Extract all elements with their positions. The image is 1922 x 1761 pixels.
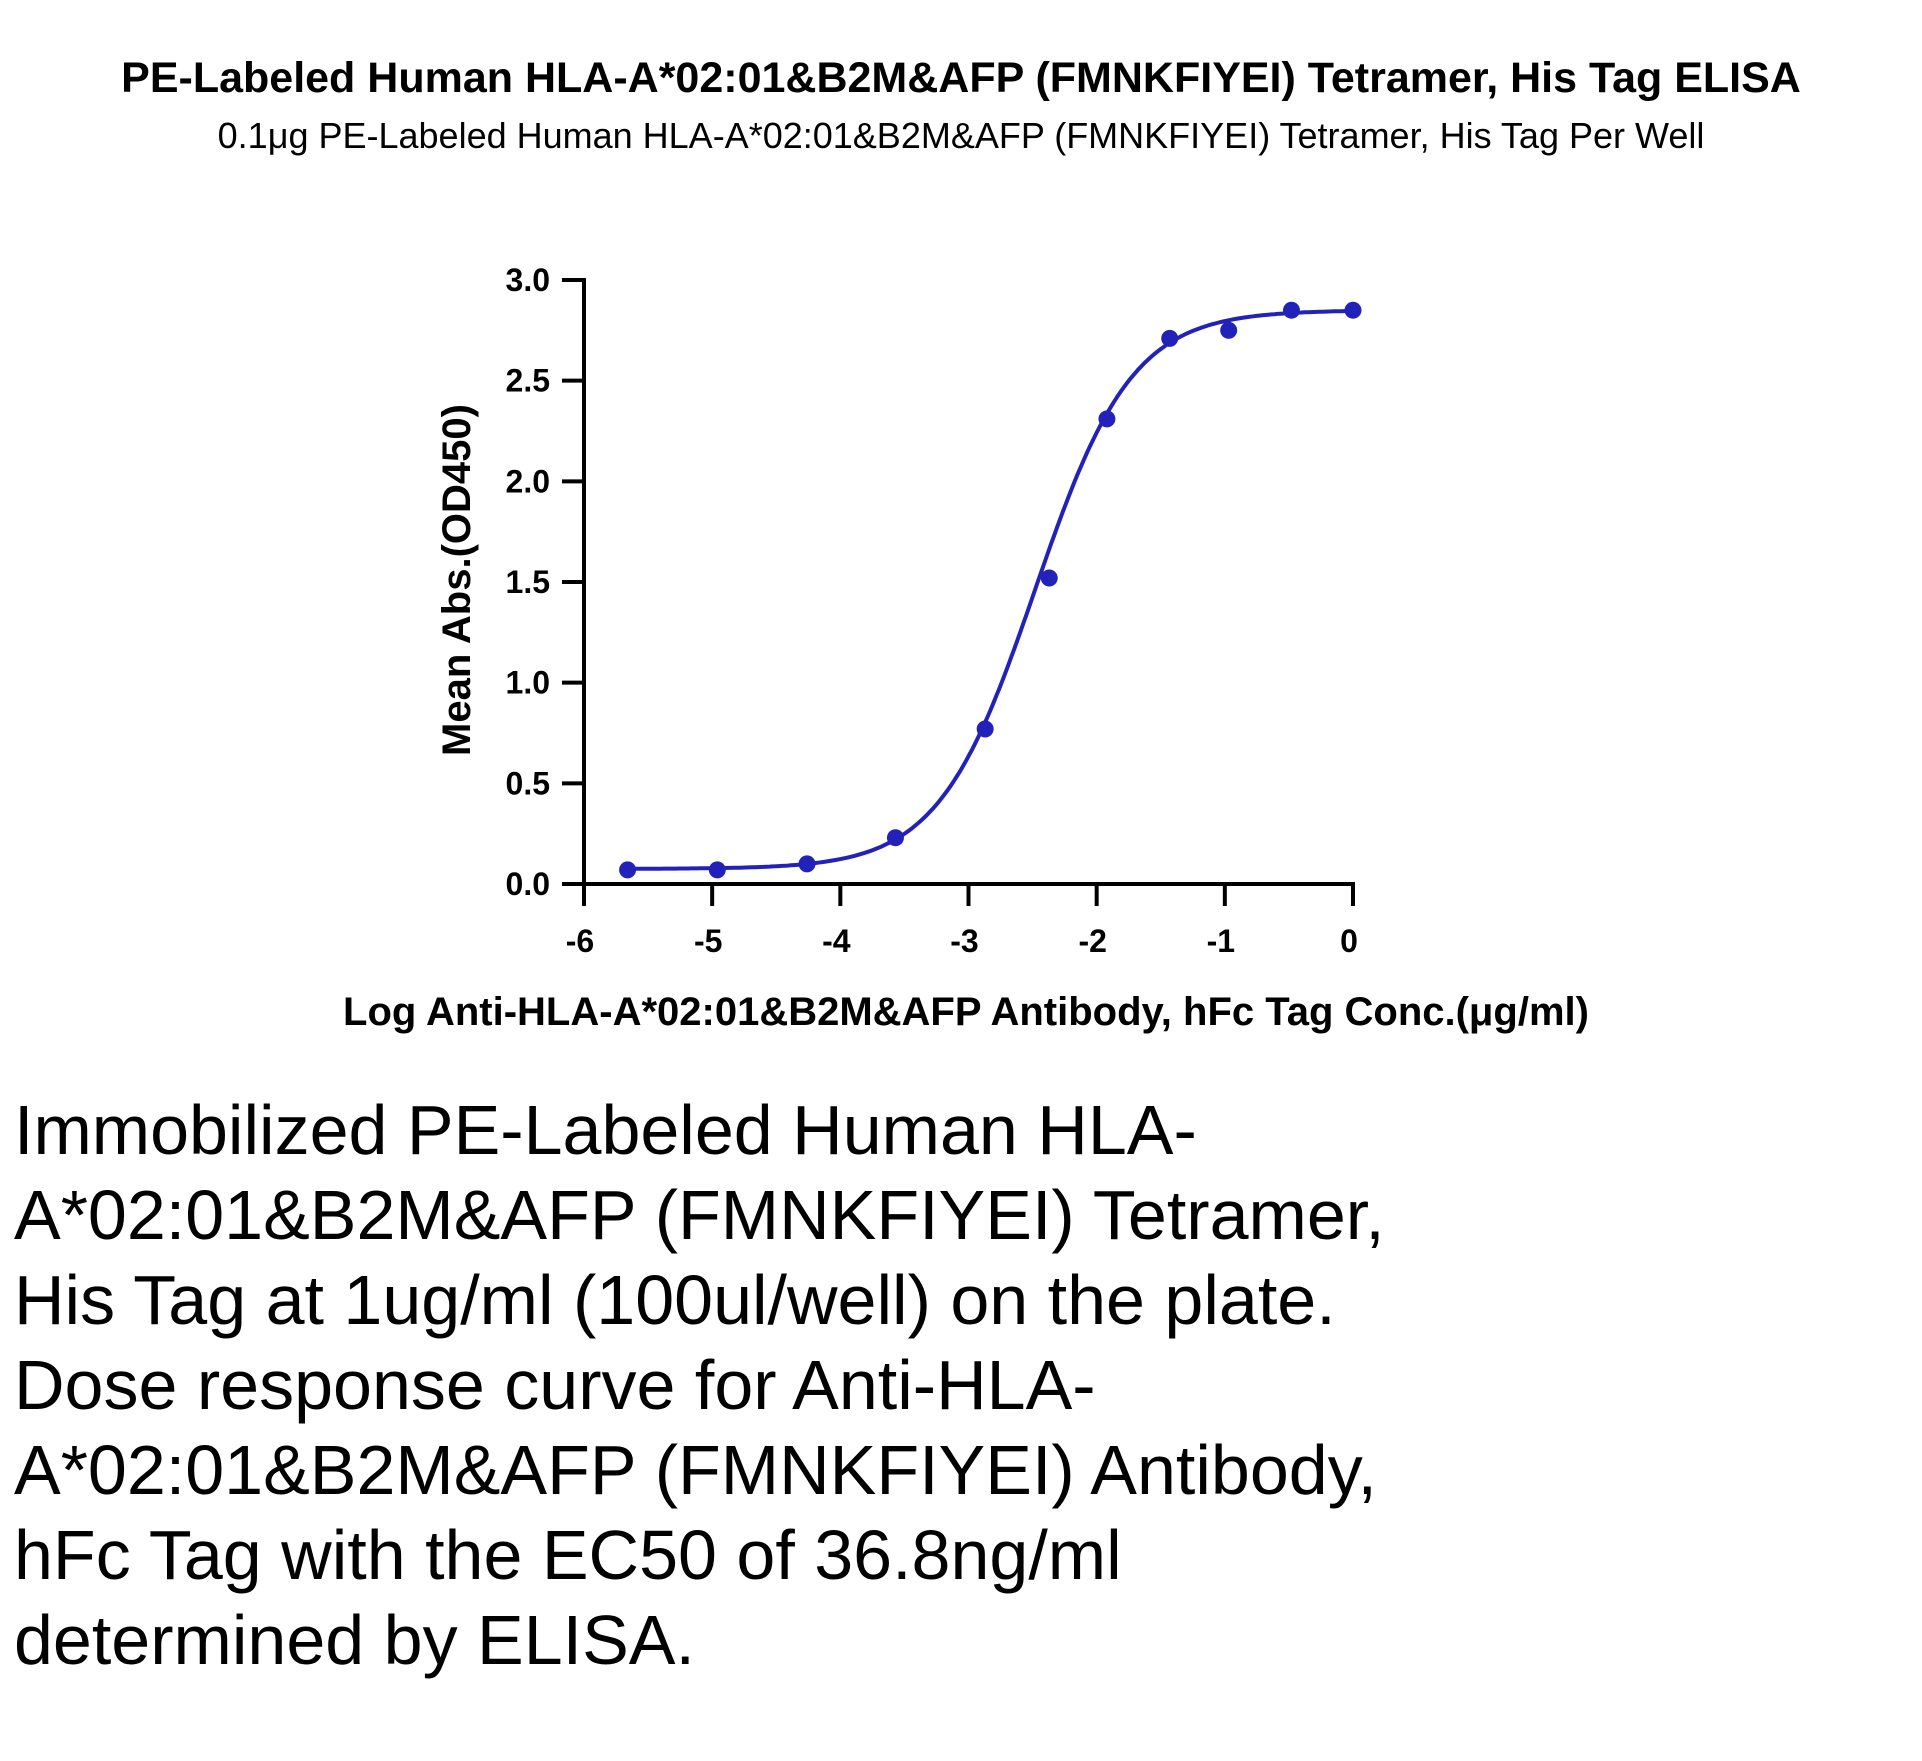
- y-tick-label: 2.5: [506, 363, 550, 399]
- fit-curve: [627, 309, 1353, 871]
- y-tick-label: 2.0: [506, 463, 550, 499]
- y-axis-label: Mean Abs.(OD450): [435, 404, 479, 756]
- x-tick-label: -2: [1078, 923, 1106, 959]
- y-tick-label: 0.0: [506, 866, 550, 902]
- x-tick-label: -3: [950, 923, 978, 959]
- data-point: [976, 720, 994, 738]
- x-tick-label: -5: [694, 923, 722, 959]
- data-point: [886, 829, 904, 847]
- y-tick-label: 3.0: [506, 262, 550, 298]
- chart-title: PE-Labeled Human HLA-A*02:01&B2M&AFP (FM…: [121, 54, 1801, 102]
- y-tick-label: 0.5: [506, 765, 550, 801]
- x-tick-label: 0: [1340, 923, 1358, 959]
- data-point: [798, 855, 816, 873]
- chart-subtitle: 0.1μg PE-Labeled Human HLA-A*02:01&B2M&A…: [217, 115, 1705, 156]
- x-tick-label: -1: [1207, 923, 1235, 959]
- data-point: [1220, 321, 1238, 339]
- data-point: [619, 861, 637, 879]
- x-tick-label: -6: [566, 923, 594, 959]
- data-point: [1161, 329, 1179, 347]
- figure-caption: Immobilized PE-Labeled Human HLA-A*02:01…: [14, 1091, 1385, 1679]
- elisa-chart: 0.0 0.5 1.0 1.5 2.0 2.5 3.0 -6 -5 -4 -3 -2 -1 0 Log An…: [343, 262, 1589, 1034]
- data-point: [1040, 569, 1058, 587]
- y-tick-label: 1.5: [506, 564, 550, 600]
- x-axis-label: Log Anti-HLA-A*02:01&B2M&AFP Antibody, h…: [343, 990, 1589, 1034]
- y-tick-label: 1.0: [506, 665, 550, 701]
- x-tick-label: -4: [822, 923, 851, 959]
- data-point: [1344, 301, 1362, 319]
- data-point: [1282, 301, 1300, 319]
- data-point: [1098, 410, 1116, 428]
- data-point: [708, 861, 726, 879]
